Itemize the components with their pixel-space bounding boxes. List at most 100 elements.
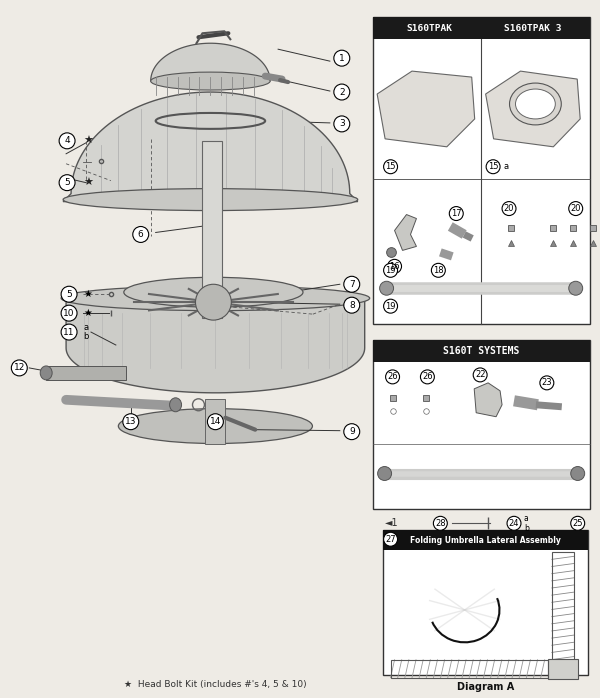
Bar (373, 17, 590, 39)
Circle shape (123, 414, 139, 430)
Bar (391, 660, 548, 678)
Text: ★  Head Bolt Kit (includes #'s 4, 5 & 10): ★ Head Bolt Kit (includes #'s 4, 5 & 10) (124, 680, 307, 689)
Bar (548, 659, 578, 678)
Circle shape (61, 286, 77, 302)
Circle shape (334, 50, 350, 66)
Text: 19: 19 (385, 302, 396, 311)
Text: 2: 2 (339, 87, 344, 96)
Circle shape (569, 202, 583, 216)
Text: 7: 7 (349, 280, 355, 289)
Text: 20: 20 (571, 204, 581, 213)
Circle shape (344, 276, 360, 292)
Text: 24: 24 (509, 519, 519, 528)
Text: ★: ★ (83, 308, 92, 318)
Circle shape (383, 160, 398, 174)
Circle shape (59, 174, 75, 191)
Text: 19: 19 (385, 266, 396, 275)
Circle shape (208, 414, 223, 430)
Text: Folding Umbrella Lateral Assembly: Folding Umbrella Lateral Assembly (410, 536, 560, 544)
Circle shape (386, 370, 400, 384)
Ellipse shape (515, 89, 556, 119)
Text: ★: ★ (83, 178, 93, 188)
Circle shape (196, 284, 232, 320)
Bar (373, 340, 590, 362)
Text: 22: 22 (475, 371, 485, 380)
Text: 27: 27 (385, 535, 396, 544)
Circle shape (507, 517, 521, 530)
Text: ◄1: ◄1 (385, 519, 398, 528)
Text: a: a (83, 322, 88, 332)
Text: 5: 5 (66, 290, 72, 299)
Ellipse shape (118, 408, 313, 443)
Circle shape (334, 116, 350, 132)
Bar (46, 366, 126, 380)
Text: ★: ★ (83, 136, 93, 146)
Polygon shape (151, 43, 270, 81)
Circle shape (540, 376, 554, 390)
Text: a: a (503, 162, 508, 171)
Text: 1: 1 (339, 54, 344, 63)
Text: 10: 10 (64, 309, 75, 318)
Text: 13: 13 (125, 417, 137, 426)
Text: 3: 3 (339, 119, 344, 128)
Bar (205, 399, 226, 444)
Circle shape (486, 160, 500, 174)
Circle shape (449, 207, 463, 221)
Text: 8: 8 (349, 301, 355, 310)
Text: 9: 9 (349, 427, 355, 436)
Text: 11: 11 (64, 327, 75, 336)
Ellipse shape (124, 277, 303, 307)
Text: 14: 14 (210, 417, 221, 426)
Text: 20: 20 (504, 204, 514, 213)
Circle shape (334, 84, 350, 100)
Ellipse shape (40, 366, 52, 380)
Circle shape (502, 202, 516, 216)
Text: 16: 16 (389, 262, 400, 271)
Polygon shape (474, 383, 502, 417)
Text: a: a (524, 514, 529, 523)
Text: 23: 23 (542, 378, 552, 387)
Text: 28: 28 (435, 519, 446, 528)
Circle shape (571, 466, 584, 480)
Circle shape (571, 517, 584, 530)
Text: 4: 4 (64, 136, 70, 145)
Text: 17: 17 (451, 209, 461, 218)
Text: 26: 26 (422, 373, 433, 381)
Polygon shape (377, 71, 475, 147)
Ellipse shape (509, 83, 561, 125)
Bar (373, 340, 590, 510)
Text: S160T SYSTEMS: S160T SYSTEMS (443, 346, 520, 356)
Circle shape (61, 305, 77, 321)
Circle shape (388, 260, 401, 274)
Text: 12: 12 (14, 364, 25, 373)
Text: S160TPAK 3: S160TPAK 3 (505, 24, 562, 33)
Text: 25: 25 (572, 519, 583, 528)
Circle shape (344, 297, 360, 313)
Ellipse shape (170, 398, 182, 412)
Circle shape (59, 133, 75, 149)
Bar (383, 530, 587, 675)
Text: 5: 5 (64, 178, 70, 187)
Ellipse shape (63, 188, 358, 211)
Circle shape (433, 517, 448, 530)
Text: b: b (83, 332, 88, 341)
Text: ★: ★ (83, 289, 92, 299)
Circle shape (11, 360, 27, 376)
Text: 26: 26 (387, 373, 398, 381)
Bar (202, 141, 223, 318)
Polygon shape (395, 214, 416, 251)
Circle shape (421, 370, 434, 384)
Bar (552, 552, 574, 667)
Circle shape (383, 533, 398, 547)
Circle shape (380, 281, 394, 295)
Polygon shape (63, 92, 358, 202)
Bar (373, 17, 590, 324)
Ellipse shape (151, 72, 270, 90)
Circle shape (61, 324, 77, 340)
Text: 18: 18 (433, 266, 443, 275)
Text: S160TPAK: S160TPAK (406, 24, 452, 33)
Text: 6: 6 (138, 230, 143, 239)
Circle shape (377, 466, 392, 480)
Text: 15: 15 (488, 162, 499, 171)
Circle shape (383, 263, 398, 277)
